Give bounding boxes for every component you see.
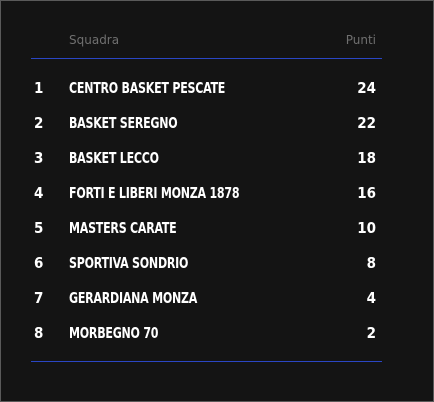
row-position: 6 (34, 254, 44, 272)
row-position: 5 (34, 219, 44, 237)
row-points: 4 (366, 289, 376, 307)
table-row: 5 MASTERS CARATE 10 (31, 211, 381, 246)
row-position: 3 (34, 149, 44, 167)
table-row: 3 BASKET LECCO 18 (31, 141, 381, 176)
row-team-name: CENTRO BASKET PESCATE (69, 79, 226, 97)
row-points: 2 (366, 324, 376, 342)
table-header: Squadra Punti (31, 31, 381, 51)
row-points: 18 (357, 149, 376, 167)
row-position: 1 (34, 79, 44, 97)
standings-table: 1 CENTRO BASKET PESCATE 24 2 BASKET SERE… (31, 71, 381, 351)
row-team-name: SPORTIVA SONDRIO (69, 254, 189, 272)
row-position: 8 (34, 324, 44, 342)
row-points: 24 (357, 79, 376, 97)
table-row: 7 GERARDIANA MONZA 4 (31, 281, 381, 316)
table-row: 1 CENTRO BASKET PESCATE 24 (31, 71, 381, 106)
row-team-name: MASTERS CARATE (69, 219, 177, 237)
row-team-name: GERARDIANA MONZA (69, 289, 198, 307)
row-team-name: FORTI E LIBERI MONZA 1878 (69, 184, 240, 202)
table-row: 2 BASKET SEREGNO 22 (31, 106, 381, 141)
footer-divider (31, 361, 382, 362)
row-points: 8 (366, 254, 376, 272)
header-divider (31, 58, 382, 59)
row-position: 4 (34, 184, 44, 202)
table-row: 8 MORBEGNO 70 2 (31, 316, 381, 351)
row-points: 10 (357, 219, 376, 237)
row-team-name: MORBEGNO 70 (69, 324, 159, 342)
row-points: 16 (357, 184, 376, 202)
team-column-header: Squadra (69, 33, 120, 47)
table-row: 4 FORTI E LIBERI MONZA 1878 16 (31, 176, 381, 211)
row-position: 2 (34, 114, 44, 132)
table-row: 6 SPORTIVA SONDRIO 8 (31, 246, 381, 281)
row-team-name: BASKET LECCO (69, 149, 159, 167)
row-position: 7 (34, 289, 44, 307)
points-column-header: Punti (345, 33, 376, 47)
row-team-name: BASKET SEREGNO (69, 114, 178, 132)
row-points: 22 (357, 114, 376, 132)
